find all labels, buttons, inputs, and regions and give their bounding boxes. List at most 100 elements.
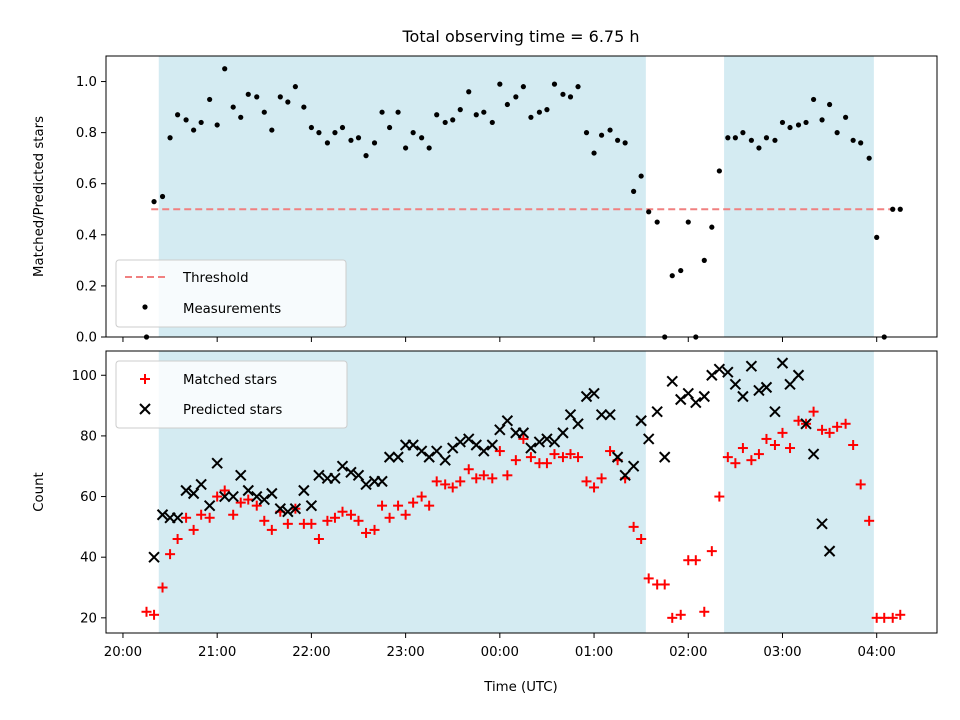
measurement-point [732, 135, 738, 141]
measurement-point [567, 94, 574, 100]
measurement-point [434, 112, 440, 118]
ratio-panel: 0.0 0.2 0.4 0.6 0.8 1.0 Matched/Predicted sta… [32, 55, 938, 346]
predicted-stars-point [525, 442, 537, 454]
predicted-stars-point [439, 454, 451, 466]
measurement-point [363, 153, 369, 159]
matched-stars-point [596, 473, 607, 484]
measurement-point [175, 112, 181, 118]
measurement-point [403, 145, 409, 151]
predicted-stars-point [745, 360, 758, 372]
matched-stars-point [824, 427, 835, 438]
matched-stars-point [848, 440, 859, 450]
predicted-stars-point [282, 506, 294, 518]
measurement-point [371, 140, 378, 146]
measurement-point [504, 101, 510, 108]
predicted-stars-point [557, 427, 569, 439]
measurement-point [678, 267, 684, 274]
measurement-point [207, 96, 213, 103]
matched-stars-point [393, 500, 404, 511]
predicted-stars-point [642, 433, 655, 445]
ratio-y-ticks: 0.0 0.2 0.4 0.6 0.8 1.0 [76, 75, 106, 346]
matched-stars-point [329, 512, 340, 523]
x-tick-label: 20:00 [104, 645, 142, 660]
matched-stars-point [785, 443, 796, 454]
y-tick-label: 1.0 [76, 75, 97, 90]
y-tick-label: 0.8 [76, 126, 97, 141]
legend-measurements-label: Measurements [183, 302, 281, 317]
measurement-point [631, 188, 637, 194]
measurement-point [669, 273, 675, 279]
matched-stars-point [408, 497, 419, 508]
predicted-stars-point [235, 469, 247, 482]
measurement-point [457, 107, 463, 113]
matched-stars-point [690, 555, 701, 566]
predicted-stars-point [533, 436, 546, 448]
matched-stars-point [879, 612, 890, 623]
ratio-legend: Threshold Measurements [115, 259, 347, 328]
predicted-stars-point [486, 439, 498, 451]
measurement-point [716, 168, 722, 174]
predicted-stars-point [463, 433, 475, 445]
predicted-stars-point [258, 493, 270, 506]
predicted-stars-point [470, 439, 482, 451]
predicted-stars-point [792, 369, 805, 381]
matched-stars-point [714, 491, 725, 502]
measurement-points [143, 66, 903, 340]
matched-stars-point [384, 512, 395, 523]
counts-panel: 20 40 60 80 100 20:00 21:00 22:00 23:00 00:00 01:… [32, 350, 938, 695]
matched-stars-point [832, 421, 843, 432]
predicted-stars-point [541, 433, 553, 445]
matched-stars-point [887, 612, 898, 623]
matched-stars-point [266, 524, 277, 535]
measurement-point [222, 66, 228, 72]
measurement-point [419, 135, 425, 141]
predicted-stars-point [753, 384, 765, 397]
predicted-stars-point [706, 369, 718, 381]
measurement-point [489, 119, 495, 126]
predicted-stars-point [548, 436, 561, 448]
predicted-stars-point [171, 512, 184, 524]
matched-stars-point [424, 500, 435, 511]
predicted-stars-point [187, 487, 200, 500]
predicted-stars-point [219, 490, 231, 503]
measurement-point [528, 114, 534, 120]
y-tick-label: 100 [72, 369, 97, 384]
matched-stars-point [541, 458, 552, 469]
matched-stars-point [181, 512, 192, 523]
measurement-point [159, 193, 166, 200]
matched-stars-point [345, 509, 356, 520]
ratio-legend-box [115, 259, 347, 328]
measurement-point [481, 109, 487, 115]
predicted-stars-point [737, 390, 749, 403]
matched-stars-point [855, 479, 866, 490]
matched-stars-point [188, 524, 199, 535]
y-tick-label: 0.4 [76, 228, 97, 243]
matched-stars-point [525, 452, 536, 463]
matched-stars-point [769, 440, 780, 450]
x-tick-label: 03:00 [763, 645, 801, 660]
predicted-stars-point [729, 378, 742, 391]
matched-stars-point [753, 449, 764, 460]
matched-stars-point [235, 497, 246, 508]
predicted-stars-point [454, 436, 466, 448]
matched-stars-point [157, 582, 168, 593]
predicted-stars-point [242, 484, 254, 497]
x-tick-label: 02:00 [669, 645, 707, 660]
matched-stars-point [306, 518, 317, 529]
matched-stars-point [487, 473, 498, 484]
predicted-stars-point [776, 357, 789, 369]
measurement-point [874, 234, 880, 240]
chart-title: Total observing time = 6.75 h [401, 27, 639, 46]
matched-stars-point [282, 518, 293, 529]
matched-stars-point [699, 606, 710, 617]
counts-legend-box [115, 360, 348, 429]
matched-stars-point [377, 500, 388, 511]
matched-stars-point [196, 509, 207, 520]
counts-x-ticks: 20:00 21:00 22:00 23:00 00:00 01:00 02:00 03:00… [104, 633, 896, 660]
measurement-point [787, 124, 793, 131]
predicted-stars-point [305, 499, 318, 512]
measurement-point [324, 140, 331, 146]
measurement-point [591, 150, 597, 156]
matched-stars-point [337, 506, 348, 517]
legend-matched-stars-swatch [140, 374, 150, 384]
